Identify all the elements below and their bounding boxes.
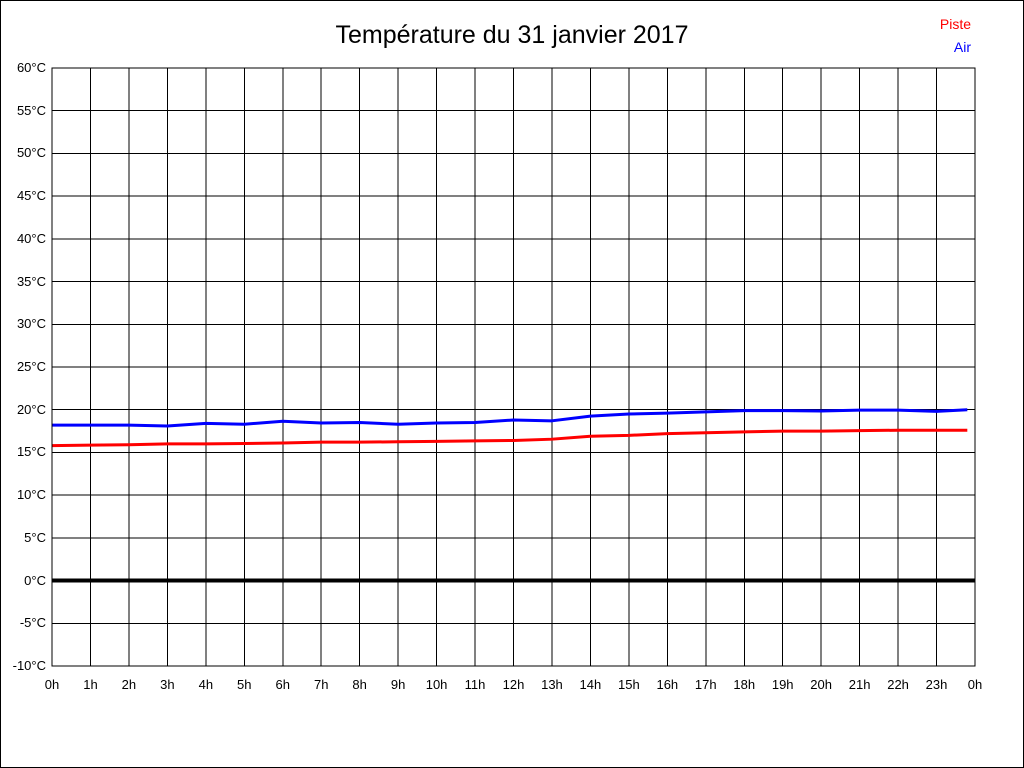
x-tick-label: 0h [967,677,983,692]
y-tick-label: 55°C [16,102,46,118]
y-tick-label: 20°C [16,401,46,417]
x-tick-label: 17h [694,677,717,692]
plot-border [51,67,976,667]
x-tick-label: 23h [925,677,948,692]
x-tick-label: 3h [160,677,175,692]
x-tick-label: 6h [275,677,290,692]
x-tick-label: 22h [887,677,909,692]
x-tick-label: 21h [848,677,871,692]
x-tick-label: 4h [198,677,214,692]
x-tick-label: 10h [425,677,448,692]
y-tick-label: 50°C [16,145,46,161]
x-tick-label: 11h [464,677,486,692]
x-tick-label: 13h [541,677,563,692]
legend-item-piste: Piste [939,16,971,32]
y-tick-label: 30°C [16,316,46,332]
y-tick-label: 15°C [16,444,46,460]
x-tick-label: 8h [352,677,367,692]
series-line-piste [51,428,968,448]
x-tick-label: 12h [502,677,525,692]
x-tick-label: 7h [313,677,329,692]
legend-item-air: Air [953,39,971,55]
x-tick-label: 20h [810,677,832,692]
x-tick-label: 9h [390,677,406,692]
x-tick-label: 15h [618,677,640,692]
x-tick-label: 14h [579,677,602,692]
y-tick-label: 60°C [16,60,46,75]
y-tick-label: 0°C [24,572,46,588]
x-tick-label: 19h [771,677,794,692]
y-tick-label: -10°C [12,658,46,673]
series-line-air [52,408,968,428]
chart-legend: Piste Air [940,13,971,59]
y-tick-label: 35°C [16,273,46,289]
x-tick-label: 1h [83,677,98,692]
y-tick-label: 25°C [16,359,46,374]
y-tick-label: 5°C [24,529,46,545]
y-tick-label: 10°C [16,487,46,503]
y-tick-label: 45°C [16,188,46,204]
x-tick-label: 18h [733,677,756,692]
chart-title: Température du 31 janvier 2017 [335,21,689,49]
x-tick-label: 2h [121,677,137,692]
x-tick-label: 16h [656,677,679,692]
x-tick-label: 5h [237,677,252,692]
x-tick-label: 0h [44,677,60,692]
y-tick-label: 40°C [16,230,46,246]
y-tick-label: -5°C [19,615,46,631]
